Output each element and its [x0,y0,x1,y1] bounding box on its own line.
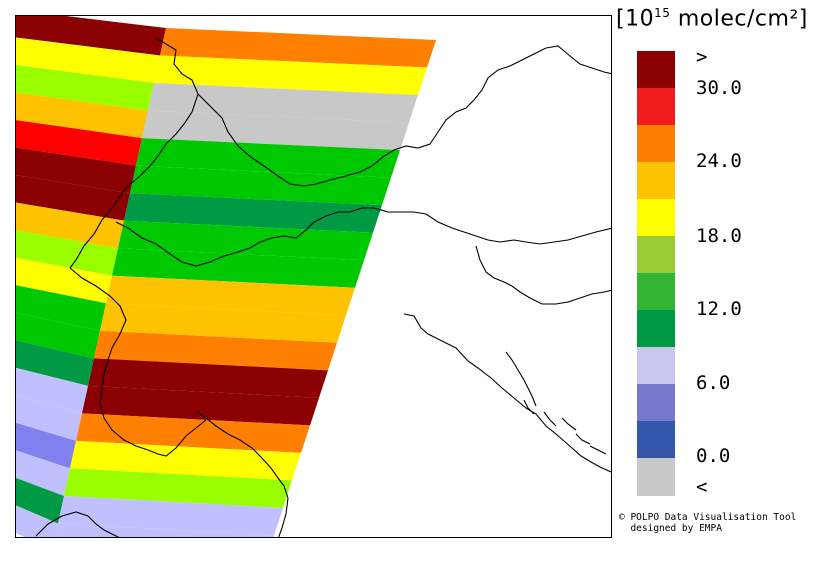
legend-swatch [637,421,675,459]
legend-swatch [637,347,675,385]
border-2 [197,45,611,187]
swath-cell-east [130,165,391,206]
legend-swatch [637,236,675,274]
swath-cell-east [106,275,355,316]
swath-cell-east [136,138,400,178]
swath-cell-west [16,450,70,496]
swath-cell-east [148,83,418,123]
legend-swatch [637,88,675,126]
swath-cell-west [16,422,76,469]
swath-cell-west [16,257,112,304]
legend-tick-label: 24.0 [696,150,742,172]
swath-cell-west [16,65,154,111]
swath-cell-east [70,440,301,481]
credit-text: © POLPO Data Visualisation Tool designed… [619,512,797,534]
map-canvas [16,16,611,537]
legend-swatch [637,273,675,311]
legend-tick-label: > [696,46,708,68]
swath-cell-west [16,312,100,359]
swath-cell-east [142,110,409,151]
legend-swatch [637,199,675,237]
swath-cell-east [55,523,274,537]
swath-cell-east [112,248,364,288]
swath-cell-west [16,505,58,537]
swath-cell-east [64,468,292,508]
swath-east-cells [55,28,436,537]
swath-cell-west [16,285,106,331]
swath-cell-west [16,120,142,166]
legend-tick-label: 0.0 [696,445,731,467]
legend-tick-label: 18.0 [696,225,742,247]
legend-swatch [637,458,675,496]
islands [523,399,607,455]
legend-swatch [637,162,675,200]
swath-cell-west [16,395,82,441]
swath-cell-west [16,367,88,414]
swath-cell-west [16,37,160,84]
swath-cell-west [16,477,64,524]
swath-cell-east [58,495,283,536]
swath-cell-west [16,340,94,386]
border-7 [35,511,120,537]
legend-tick-label: 12.0 [696,298,742,320]
swath-cell-east [160,28,436,68]
swath-cell-east [154,55,427,96]
swath-cell-east [118,220,373,261]
legend-tick-label: 6.0 [696,372,731,394]
legend-swatch [637,310,675,348]
swath-cell-east [88,358,328,398]
swath-cell-west [16,202,124,249]
coastline-west [195,410,289,537]
border-3 [69,155,159,269]
swath-cell-west [16,16,166,56]
legend-tick-label: 30.0 [696,77,742,99]
legend-swatch [637,125,675,163]
legend-swatch [637,384,675,422]
swath-cell-east [100,303,346,343]
legend-swatch [637,51,675,89]
coast-istria [505,351,537,407]
map-panel [15,15,612,538]
legend-unit-label: [1015 molec/cm²] [616,6,808,32]
border-5 [69,267,207,457]
swath-cell-west [16,175,130,221]
swath-west-cells [16,16,166,537]
color-legend [637,51,675,496]
swath-cell-west [16,147,136,194]
coastline [403,313,611,473]
swath-cell-west [16,230,118,276]
swath-cell-west [16,92,148,139]
swath-cell-east [82,385,319,426]
legend-tick-label: < [696,476,708,498]
border-6 [475,245,611,305]
swath-cell-east [94,330,337,371]
border-lines [35,37,611,537]
border-1 [155,37,199,157]
swath-cell-east [76,413,310,453]
swath-cell-east [124,193,382,233]
border-4 [115,207,611,267]
